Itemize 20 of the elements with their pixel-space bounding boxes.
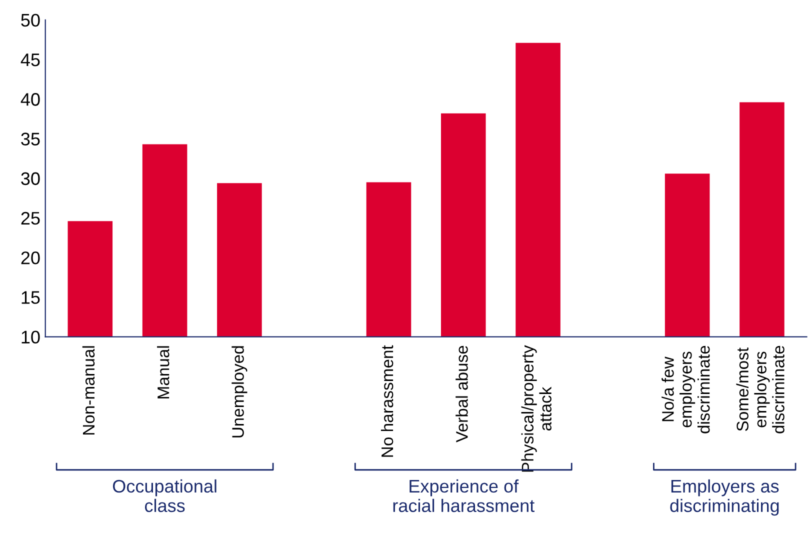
x-tick-label: No harassment	[380, 345, 394, 457]
x-tick-label: Some/most employers discriminate	[736, 346, 784, 434]
y-tick-label: 25	[21, 212, 40, 225]
y-tick-label: 30	[21, 172, 40, 186]
x-tick-label: Non-manual	[82, 346, 95, 435]
y-tick-label: 45	[20, 54, 40, 66]
x-tick-label: Physical/property attack	[521, 345, 552, 472]
y-tick-label: 50	[21, 14, 40, 27]
y-tick-label: 15	[22, 291, 40, 304]
text: Occupational class	[112, 479, 216, 512]
x-tick-label: Manual	[157, 346, 170, 398]
x-tick-label: Unemployed	[232, 346, 248, 438]
y-tick-label: 20	[21, 252, 40, 264]
text: Employers as discriminating	[670, 479, 779, 516]
text: Experience of racial harassment	[393, 479, 535, 512]
x-tick-label: No/a few employers discriminate	[662, 346, 710, 434]
y-tick-label: 10	[22, 330, 40, 344]
y-tick-label: 40	[20, 93, 40, 106]
x-tick-label: Verbal abuse	[456, 346, 468, 442]
y-tick-label: 35	[21, 132, 40, 146]
